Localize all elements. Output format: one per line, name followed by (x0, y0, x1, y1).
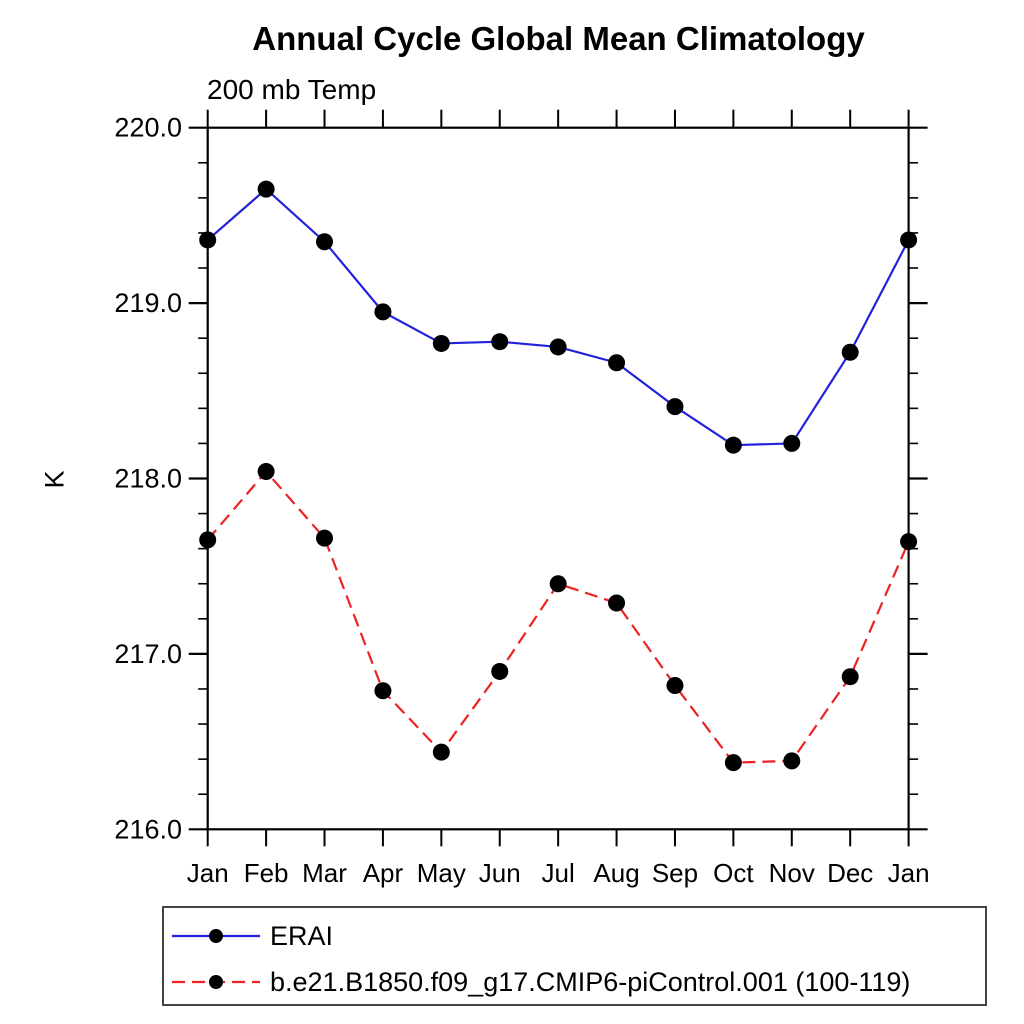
chart-subtitle: 200 mb Temp (207, 74, 377, 105)
data-point-marker (841, 668, 859, 686)
data-point-marker (900, 533, 918, 551)
y-tick-label: 216.0 (114, 814, 182, 844)
plot-frame (206, 126, 910, 831)
x-tick-label: Jun (479, 858, 521, 888)
data-point-marker (316, 233, 334, 251)
legend-row-picontrol: b.e21.B1850.f09_g17.CMIP6-piControl.001 … (170, 962, 910, 1002)
data-point-marker (666, 398, 684, 416)
legend-key-line-solid (172, 929, 260, 943)
legend-marker-icon (209, 975, 223, 989)
x-tick-label: Sep (652, 858, 698, 888)
data-point-marker (724, 754, 742, 772)
x-tick-label: Jan (888, 858, 930, 888)
x-tick-label: Mar (302, 858, 347, 888)
data-point-marker (841, 343, 859, 361)
y-tick-label: 217.0 (114, 639, 182, 669)
y-tick-label: 219.0 (114, 288, 182, 318)
x-tick-label: Jan (187, 858, 229, 888)
x-tick-label: Oct (713, 858, 754, 888)
data-point-marker (549, 575, 567, 593)
data-point-marker (783, 434, 801, 452)
data-point-marker (491, 662, 509, 680)
data-point-marker (432, 334, 450, 352)
chart-title: Annual Cycle Global Mean Climatology (252, 20, 865, 57)
legend-label-erai: ERAI (270, 920, 334, 951)
x-tick-label: Nov (769, 858, 815, 888)
data-point-marker (374, 682, 392, 700)
data-point-marker (608, 354, 626, 372)
x-tick-label: Apr (363, 858, 404, 888)
data-point-marker (432, 743, 450, 761)
data-point-marker (783, 752, 801, 770)
data-point-marker (724, 436, 742, 454)
data-point-marker (608, 594, 626, 612)
legend-row-erai: ERAI (170, 916, 333, 956)
data-point-marker (900, 231, 918, 249)
legend-box: ERAI b.e21.B1850.f09_g17.CMIP6-piControl… (162, 906, 987, 1006)
x-tick-label: May (417, 858, 466, 888)
data-point-marker (199, 231, 217, 249)
data-point-marker (257, 462, 275, 480)
y-tick-label: 218.0 (114, 464, 182, 494)
y-tick-label: 220.0 (114, 113, 182, 143)
legend-label-picontrol: b.e21.B1850.f09_g17.CMIP6-piControl.001 … (270, 966, 911, 997)
x-tick-label: Feb (244, 858, 289, 888)
data-point-marker (374, 303, 392, 321)
data-point-marker (199, 531, 217, 549)
data-point-marker (549, 338, 567, 356)
x-tick-label: Jul (542, 858, 575, 888)
data-point-marker (491, 333, 509, 351)
x-tick-label: Dec (827, 858, 873, 888)
series-line (206, 187, 910, 447)
legend-marker-icon (209, 929, 223, 943)
data-point-marker (316, 529, 334, 547)
x-tick-label: Aug (593, 858, 639, 888)
data-point-marker (257, 180, 275, 198)
legend-key-line-dashed (172, 975, 260, 989)
data-point-marker (666, 676, 684, 694)
series-line (206, 469, 910, 764)
